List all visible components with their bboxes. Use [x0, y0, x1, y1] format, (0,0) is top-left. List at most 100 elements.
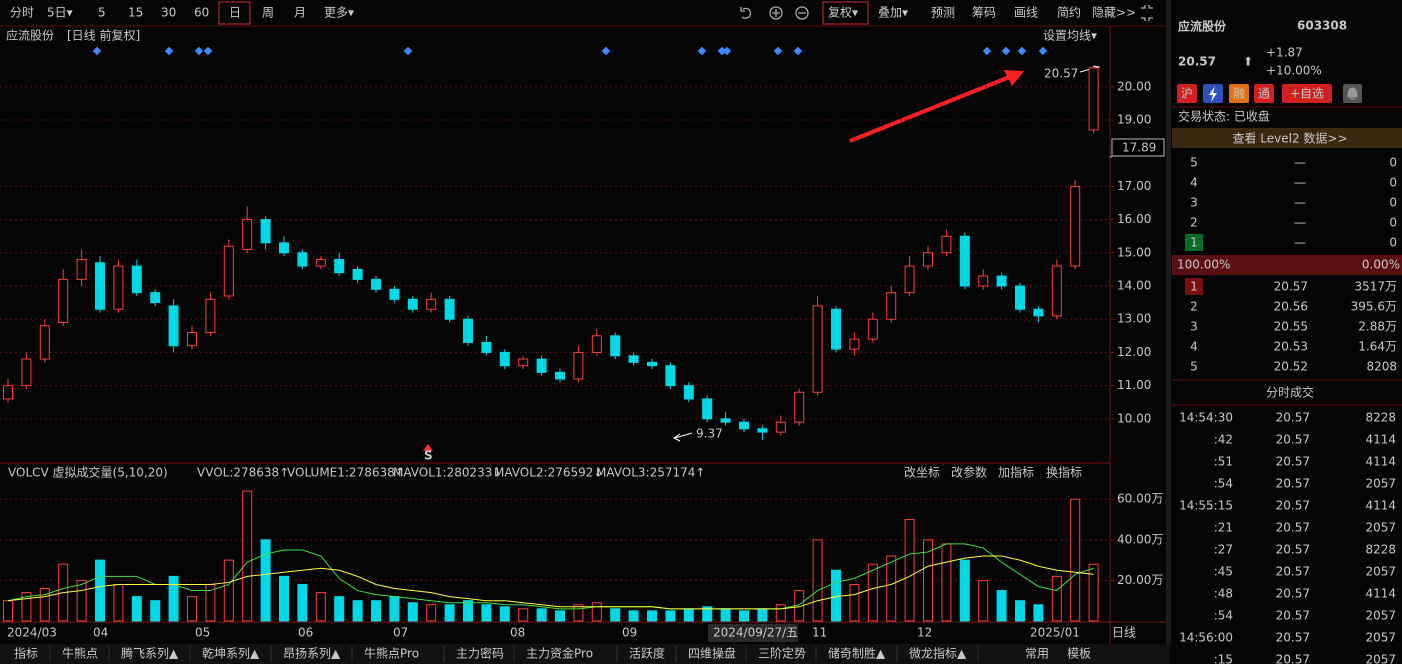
volume-bar [628, 610, 639, 622]
undo-icon[interactable] [740, 7, 752, 20]
candle-body [610, 335, 621, 357]
low-label: 9.37 [696, 427, 723, 441]
candle-body [647, 361, 657, 367]
trade-time: :42 [1214, 433, 1233, 447]
bottom-tab[interactable]: 牛熊点Pro [364, 646, 419, 661]
toolbar-item[interactable]: 复权▾ [828, 6, 858, 20]
cursor-date-box [708, 624, 798, 642]
toolbar-item[interactable]: 30 [161, 6, 176, 20]
bottom-tab[interactable]: 指标 [14, 646, 38, 661]
buy1-box [1185, 278, 1203, 295]
trade-price: 20.57 [1276, 587, 1310, 601]
candle-body [720, 418, 731, 423]
toolbar-item[interactable]: 简约 [1057, 5, 1081, 20]
toolbar-item[interactable]: 叠加▾ [878, 6, 908, 20]
y-tick-label: 60.00万 [1117, 492, 1163, 506]
y-tick-label: 17.00 [1117, 179, 1151, 193]
indicator-tool[interactable]: 改坐标 [904, 466, 940, 480]
toolbar-item[interactable]: 预测 [931, 6, 955, 20]
y-tick-label: 10.00 [1117, 411, 1151, 425]
badge[interactable] [1229, 84, 1249, 103]
candle-body [536, 358, 547, 373]
badge[interactable] [1177, 84, 1197, 103]
volume-bar [481, 604, 492, 622]
volume-bar [463, 600, 473, 622]
candle-body [463, 318, 473, 343]
bottom-tab[interactable]: 常用 [1025, 647, 1049, 661]
trade-time: :15 [1214, 653, 1233, 664]
x-tick-label: 11 [812, 626, 827, 640]
toolbar-item[interactable]: 画线 [1014, 6, 1038, 20]
trade-price: 20.57 [1276, 433, 1310, 447]
badge[interactable] [1282, 84, 1332, 103]
trade-time: :54 [1214, 477, 1233, 491]
bottom-tab[interactable]: 昂扬系列▲ [283, 646, 341, 661]
toolbar-item[interactable]: 日 [229, 6, 241, 20]
bottom-tab[interactable]: 微龙指标▲ [909, 646, 967, 661]
toolbar-item[interactable]: 60 [194, 6, 209, 20]
trade-price: 20.57 [1276, 543, 1310, 557]
splitter[interactable] [1166, 0, 1171, 644]
trade-volume: 2057 [1365, 609, 1396, 623]
bottom-tab[interactable]: 主力资金Pro [526, 646, 593, 661]
toolbar-item[interactable]: 分时 [10, 6, 34, 20]
volume-bar [610, 608, 621, 622]
x-tick-label: 2025/01 [1030, 626, 1080, 640]
toolbar-item[interactable]: 更多▾ [324, 6, 354, 20]
bottom-tab[interactable]: 三阶定势 [758, 646, 806, 661]
toolbar-item[interactable]: 周 [262, 6, 274, 20]
volume-bar [242, 490, 253, 622]
bottom-tab[interactable]: 主力密码 [456, 646, 504, 661]
ob-volume: 0 [1389, 216, 1397, 230]
indicator-tool[interactable]: 换指标 [1046, 465, 1082, 480]
ob-volume: 0 [1389, 176, 1397, 190]
ob-level: 2 [1190, 300, 1198, 314]
indicator-tool[interactable]: 加指标 [998, 465, 1034, 480]
toolbar-item[interactable]: 隐藏>> [1092, 6, 1136, 20]
indicator-tool[interactable]: 改参数 [951, 465, 987, 480]
low-pointer [673, 432, 693, 442]
volume-bar [223, 559, 234, 622]
bottom-tab[interactable]: 腾飞系列▲ [121, 646, 179, 661]
quote-code: 603308 [1297, 19, 1347, 33]
ob-price: — [1294, 156, 1306, 170]
toolbar-item[interactable]: 5日▾ [47, 6, 73, 20]
bottom-tab[interactable]: 模板 [1067, 647, 1091, 661]
ob-level: 1 [1190, 280, 1198, 294]
fullscreen-icon[interactable] [1141, 5, 1153, 21]
volume-bar [113, 583, 124, 622]
candle-body [739, 421, 749, 430]
y-tick-label: 20.00万 [1117, 573, 1163, 587]
level2-link[interactable]: 查看 Level2 数据>> [1232, 131, 1347, 146]
trade-volume: 4114 [1365, 587, 1396, 601]
bottom-tab[interactable]: 牛熊点 [62, 646, 98, 661]
volume-bar [959, 559, 970, 622]
badge[interactable] [1254, 84, 1274, 103]
y-tick-label: 16.00 [1117, 212, 1151, 226]
zoom-in-icon[interactable] [769, 6, 783, 20]
mavol-line [7, 555, 1094, 610]
volume-bar [95, 559, 105, 622]
ob-price: — [1294, 216, 1306, 230]
trade-time: :27 [1214, 543, 1233, 557]
trade-price: 20.57 [1276, 499, 1310, 513]
toolbar-item[interactable]: 15 [128, 6, 143, 20]
zoom-in-plus [772, 9, 780, 17]
toolbar-item[interactable]: 筹码 [972, 6, 996, 20]
zoom-out-icon[interactable] [795, 6, 809, 20]
bottom-tab[interactable]: 储奇制胜▲ [828, 646, 886, 661]
level2-bar[interactable] [1172, 128, 1402, 148]
y-tick-label: 12.00 [1117, 345, 1151, 359]
bottom-tab[interactable]: 活跃度 [629, 646, 665, 661]
bottom-tab[interactable]: 乾坤系列▲ [202, 646, 260, 661]
ob-level: 3 [1190, 320, 1198, 334]
toolbar-item[interactable]: 月 [294, 6, 306, 20]
toolbar-icons[interactable] [740, 5, 1153, 21]
toolbar-item[interactable]: 5 [98, 6, 106, 20]
bottom-tab[interactable]: 四维操盘 [688, 646, 736, 661]
ob-volume: 395.6万 [1351, 300, 1397, 314]
ma-setting[interactable]: 设置均线▾ [1043, 29, 1097, 43]
ob-volume: 2.88万 [1358, 320, 1397, 334]
ratio-right: 0.00% [1362, 258, 1400, 272]
signal-diamond [203, 46, 213, 56]
